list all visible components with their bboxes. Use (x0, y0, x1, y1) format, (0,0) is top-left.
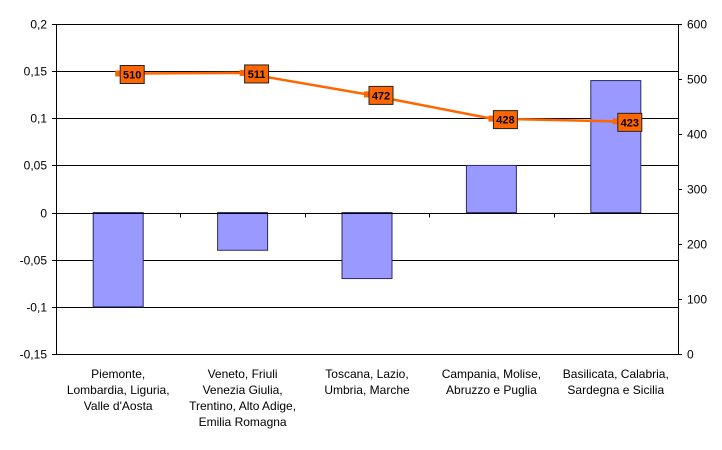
left-tick-label: -0,05 (20, 254, 48, 268)
right-tick-label: 100 (687, 293, 707, 307)
category-label: Toscana, Lazio, Umbria, Marche (324, 367, 410, 397)
left-tick-label: 0,15 (24, 65, 48, 79)
right-tick-label: 400 (687, 128, 707, 142)
bar (465, 164, 517, 214)
category-label: Basilicata, Calabria, Sardegna e Sicilia (563, 367, 669, 397)
category-label: Veneto, Friuli Venezia Giulia, Trentino, A… (189, 367, 296, 429)
category-label-line: Trentino, Alto Adige, (189, 399, 296, 413)
bar (217, 212, 269, 251)
right-tick-label: 0 (687, 348, 694, 362)
right-tick-label: 200 (687, 238, 707, 252)
line-marker (488, 115, 495, 122)
left-tick-label: -0,15 (20, 348, 48, 362)
data-label-box (492, 110, 518, 130)
category-label-line: Toscana, Lazio, (325, 367, 408, 381)
right-axis-ticks: 0 100 200 300 400 500 600 (678, 18, 707, 362)
data-label: 511 (248, 69, 266, 81)
category-labels: Piemonte, Lombardia, Liguria, Valle d'Aost… (67, 367, 669, 429)
category-label-line: Emilia Romagna (199, 415, 287, 429)
bar-series (92, 80, 642, 308)
bar (92, 212, 144, 308)
left-tick-label: 0,2 (30, 18, 47, 32)
data-label: 423 (621, 117, 639, 129)
data-label: 472 (372, 90, 390, 102)
category-label-line: Veneto, Friuli (208, 367, 278, 381)
left-tick-label: 0,1 (30, 112, 47, 126)
left-tick-label: -0,1 (26, 301, 47, 315)
right-tick-label: 300 (687, 183, 707, 197)
left-tick-label: 0 (40, 207, 47, 221)
data-label-box (244, 64, 270, 84)
line-marker (612, 118, 619, 125)
category-label: Piemonte, Lombardia, Liguria, Valle d'Aost… (67, 367, 170, 413)
left-tick-label: 0,05 (24, 159, 48, 173)
right-tick-label: 500 (687, 73, 707, 87)
left-axis-ticks: -0,15 -0,1 -0,05 0 0,05 0,1 0,15 0,2 (20, 18, 56, 362)
category-label-line: Umbria, Marche (324, 383, 410, 397)
category-label-line: Valle d'Aosta (84, 399, 153, 413)
category-label-line: Sardegna e Sicilia (567, 383, 664, 397)
category-label-line: Basilicata, Calabria, (563, 367, 669, 381)
category-label-line: Venezia Giulia, (203, 383, 283, 397)
data-label-box (368, 85, 394, 105)
data-label-box (119, 65, 145, 84)
line-series: 510 511 472 428 423 (115, 64, 643, 132)
bar (341, 212, 393, 280)
category-label-line: Campania, Molise, (442, 367, 541, 381)
category-label: Campania, Molise, Abruzzo e Puglia (442, 367, 541, 397)
data-label: 510 (123, 70, 141, 82)
category-label-line: Lombardia, Liguria, (67, 383, 170, 397)
right-tick-label: 600 (687, 18, 707, 32)
data-label: 428 (496, 115, 514, 127)
data-label-box (617, 112, 643, 132)
line-marker (239, 69, 246, 76)
category-label-line: Piemonte, (91, 367, 145, 381)
bar (590, 80, 642, 214)
line-marker (364, 91, 370, 98)
category-label-line: Abruzzo e Puglia (446, 383, 537, 397)
line-marker (115, 70, 122, 77)
